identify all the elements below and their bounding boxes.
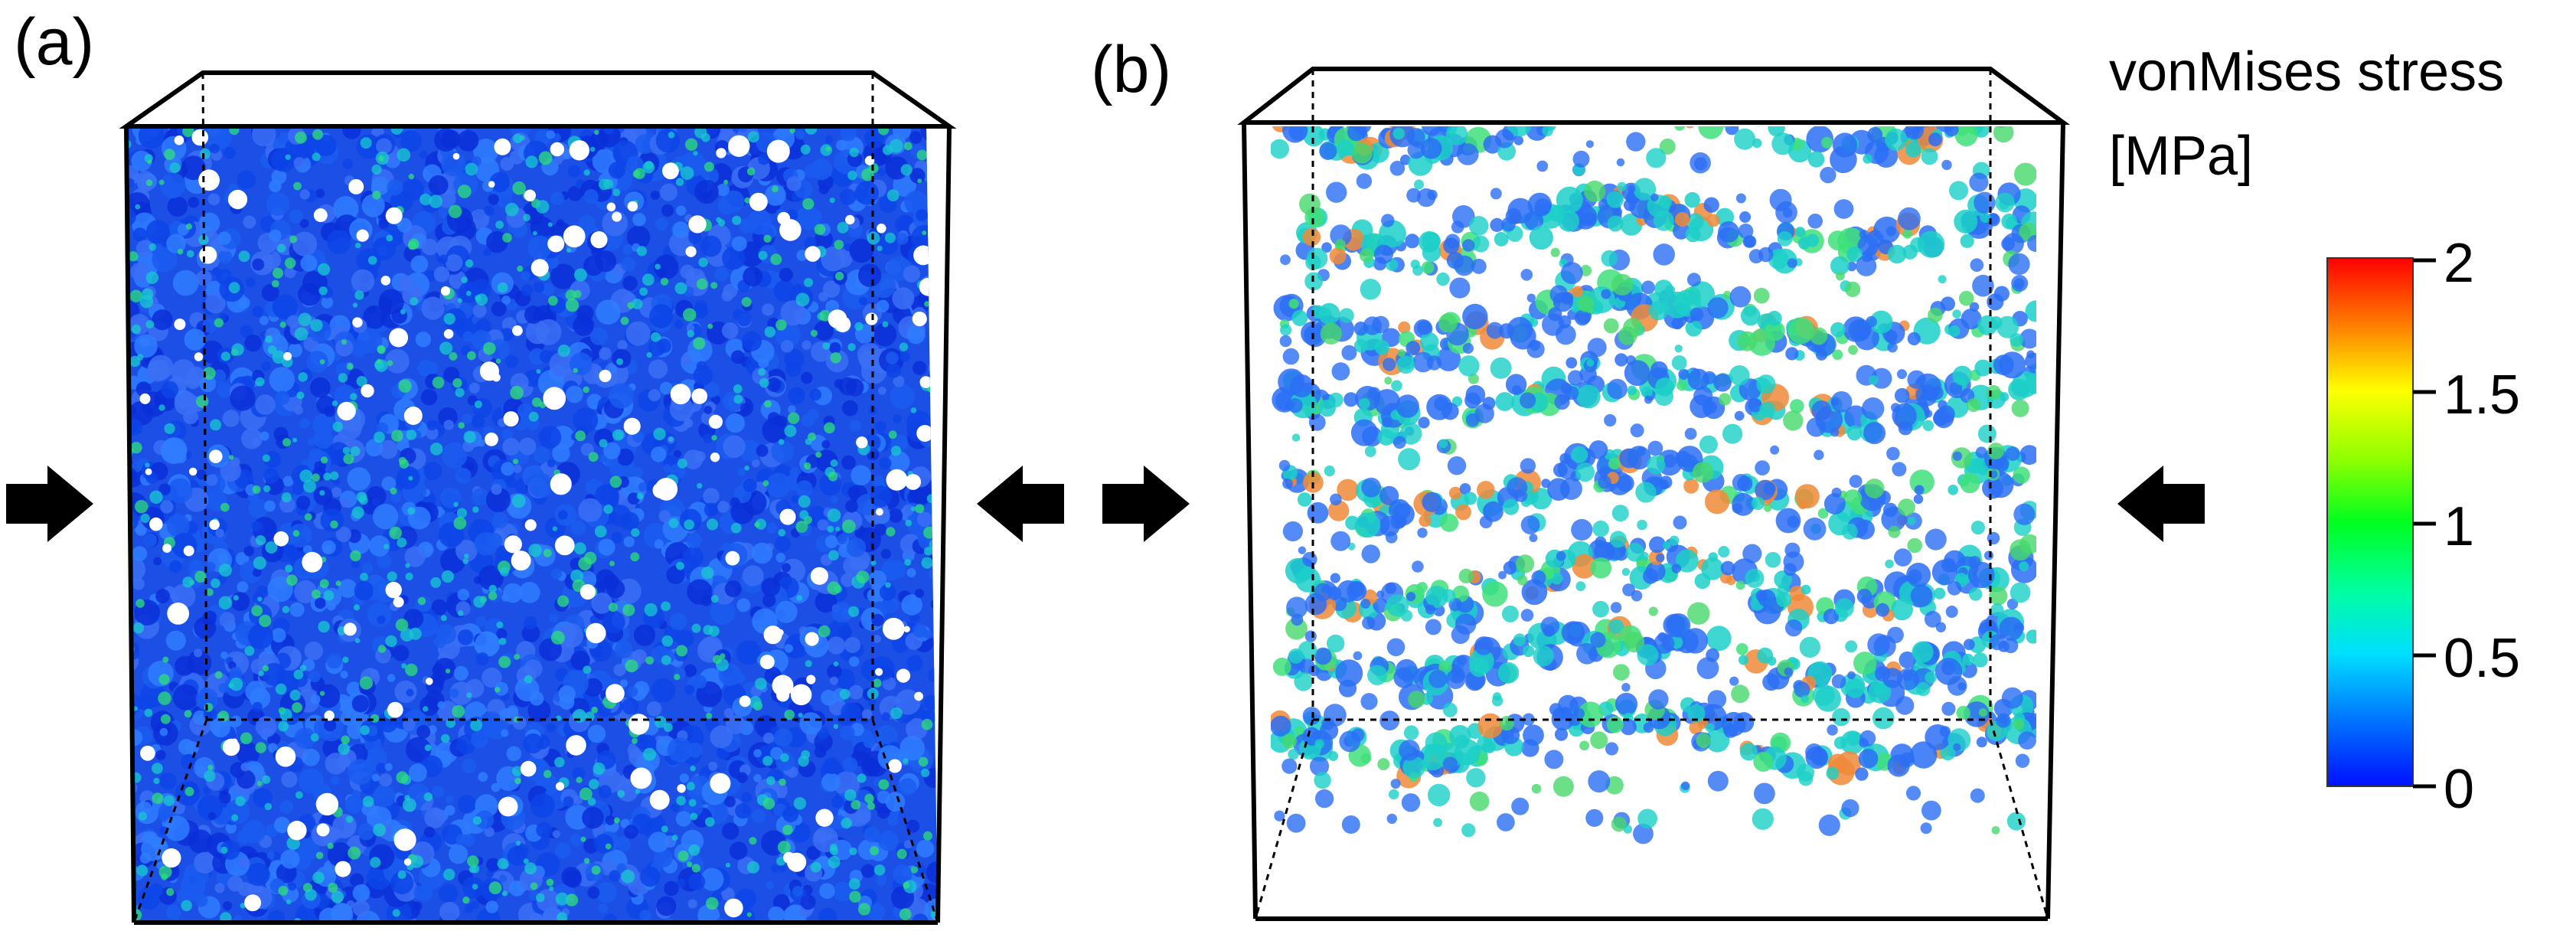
volume-render-b (1271, 126, 2036, 844)
colorbar-tick-label: 1.5 (2444, 364, 2521, 426)
colorbar-unit: [MPa] (2109, 126, 2254, 187)
arrow-a-left-icon (6, 466, 93, 542)
panel-label-b: (b) (1091, 33, 1172, 106)
arrow-b-left-icon (1102, 466, 1190, 542)
volume-render-a (126, 126, 938, 923)
cube-frame-b (1237, 67, 2071, 921)
arrow-a-right-icon (977, 466, 1064, 542)
colorbar-tick-label: 1 (2444, 496, 2475, 557)
colorbar-tick-label: 0.5 (2444, 628, 2521, 689)
arrow-b-right-icon (2117, 466, 2205, 542)
colorbar-title: vonMises stress (2109, 41, 2505, 103)
panel-label-a: (a) (14, 5, 95, 79)
colorbar-tick-label: 0 (2444, 759, 2475, 820)
cube-frame-a (119, 70, 957, 925)
colorbar (2326, 257, 2436, 789)
colorbar-tick-label: 2 (2444, 233, 2475, 294)
